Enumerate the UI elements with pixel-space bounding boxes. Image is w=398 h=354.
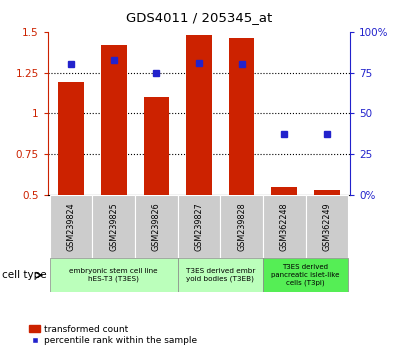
Text: cell type: cell type xyxy=(2,270,47,280)
Bar xyxy=(50,258,178,292)
Bar xyxy=(59,82,84,195)
Bar xyxy=(50,195,92,258)
Bar xyxy=(263,258,348,292)
Bar xyxy=(101,45,127,195)
Bar xyxy=(144,97,169,195)
Bar xyxy=(314,190,339,195)
Text: embryonic stem cell line
hES-T3 (T3ES): embryonic stem cell line hES-T3 (T3ES) xyxy=(70,268,158,282)
Text: GSM239824: GSM239824 xyxy=(67,202,76,251)
Text: T3ES derived embr
yoid bodies (T3EB): T3ES derived embr yoid bodies (T3EB) xyxy=(185,268,255,282)
Bar xyxy=(271,187,297,195)
Bar xyxy=(220,195,263,258)
Text: GSM239826: GSM239826 xyxy=(152,202,161,251)
Text: GSM239828: GSM239828 xyxy=(237,202,246,251)
Bar xyxy=(92,195,135,258)
Bar xyxy=(263,195,306,258)
Bar xyxy=(178,258,263,292)
Bar xyxy=(229,38,254,195)
Text: T3ES derived
pancreatic islet-like
cells (T3pi): T3ES derived pancreatic islet-like cells… xyxy=(271,264,340,286)
Bar xyxy=(186,35,212,195)
Bar xyxy=(178,195,220,258)
Bar xyxy=(135,195,178,258)
Text: GSM362249: GSM362249 xyxy=(322,202,331,251)
Text: GSM239825: GSM239825 xyxy=(109,202,118,251)
Text: GDS4011 / 205345_at: GDS4011 / 205345_at xyxy=(126,11,272,24)
Text: GSM239827: GSM239827 xyxy=(195,202,203,251)
Legend: transformed count, percentile rank within the sample: transformed count, percentile rank withi… xyxy=(28,324,198,346)
Bar xyxy=(306,195,348,258)
Text: GSM362248: GSM362248 xyxy=(280,202,289,251)
